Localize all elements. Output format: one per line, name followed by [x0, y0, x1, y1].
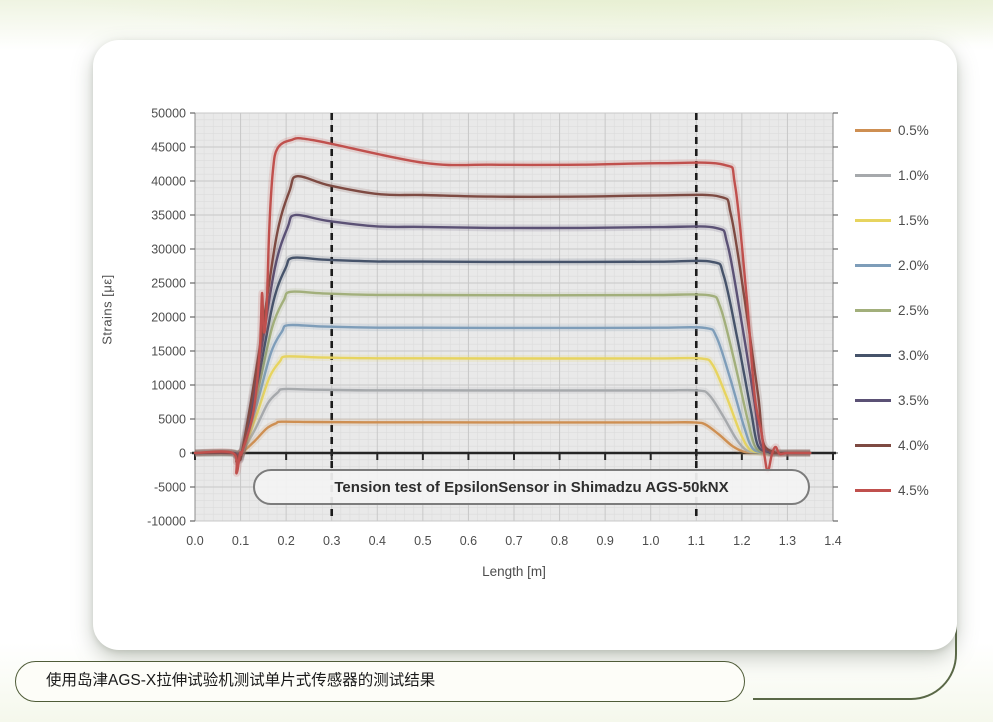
x-tick-label: 0.7: [505, 534, 522, 548]
y-tick-label: 15000: [151, 345, 186, 359]
legend-line-swatch: [855, 489, 891, 492]
x-tick-label: 0.3: [323, 534, 340, 548]
legend-line-swatch: [855, 264, 891, 267]
y-tick-label: 10000: [151, 379, 186, 393]
legend-line-swatch: [855, 444, 891, 447]
legend-line-swatch: [855, 174, 891, 177]
legend-label: 3.0%: [898, 348, 929, 363]
legend-label: 2.5%: [898, 303, 929, 318]
legend-label: 1.5%: [898, 213, 929, 228]
legend-item-1.0%: 1.0%: [855, 153, 955, 198]
y-tick-label: 50000: [151, 107, 186, 121]
y-axis-title: Strains [με]: [99, 274, 115, 345]
y-tick-label: -5000: [154, 481, 186, 495]
legend-item-1.5%: 1.5%: [855, 198, 955, 243]
legend-line-swatch: [855, 354, 891, 357]
y-tick-label: -10000: [147, 515, 186, 529]
legend-label: 4.0%: [898, 438, 929, 453]
legend-item-3.5%: 3.5%: [855, 378, 955, 423]
x-tick-label: 1.2: [733, 534, 750, 548]
y-tick-label: 45000: [151, 141, 186, 155]
legend-line-swatch: [855, 219, 891, 222]
y-tick-label: 25000: [151, 277, 186, 291]
legend-label: 3.5%: [898, 393, 929, 408]
x-tick-label: 0.6: [460, 534, 477, 548]
y-tick-label: 20000: [151, 311, 186, 325]
legend-label: 4.5%: [898, 483, 929, 498]
x-tick-label: 1.3: [779, 534, 796, 548]
x-tick-label: 0.0: [186, 534, 203, 548]
legend-line-swatch: [855, 309, 891, 312]
y-tick-label: 5000: [158, 413, 186, 427]
x-tick-label: 0.4: [369, 534, 386, 548]
chart-title-box: Tension test of EpsilonSensor in Shimadz…: [253, 469, 810, 505]
legend-label: 1.0%: [898, 168, 929, 183]
chart-card: 50000 45000 40000 35000 30000 25000 20000 15000…: [93, 40, 957, 650]
y-tick-label: 40000: [151, 175, 186, 189]
caption-pill: 使用岛津AGS-X拉伸试验机测试单片式传感器的测试结果: [15, 661, 745, 702]
x-tick-label: 0.1: [232, 534, 249, 548]
legend-line-swatch: [855, 399, 891, 402]
caption-text: 使用岛津AGS-X拉伸试验机测试单片式传感器的测试结果: [46, 672, 436, 689]
x-tick-label: 1.0: [642, 534, 659, 548]
x-tick-label: 1.4: [824, 534, 841, 548]
x-tick-label: 0.9: [596, 534, 613, 548]
y-tick-label: 30000: [151, 243, 186, 257]
legend-item-0.5%: 0.5%: [855, 108, 955, 153]
y-tick-label: 0: [179, 447, 186, 461]
chart-legend: 0.5% 1.0% 1.5% 2.0% 2.5% 3.0% 3.5% 4.0% 4.5%: [855, 108, 955, 513]
legend-item-2.5%: 2.5%: [855, 288, 955, 333]
legend-item-2.0%: 2.0%: [855, 243, 955, 288]
legend-line-swatch: [855, 129, 891, 132]
x-tick-label: 1.1: [688, 534, 705, 548]
strain-chart: 5000045000400003500030000250002000015000…: [147, 107, 842, 549]
legend-item-4.5%: 4.5%: [855, 468, 955, 513]
legend-item-4.0%: 4.0%: [855, 423, 955, 468]
x-axis-title: Length [m]: [482, 564, 546, 579]
x-tick-label: 0.5: [414, 534, 431, 548]
legend-item-3.0%: 3.0%: [855, 333, 955, 378]
y-tick-label: 35000: [151, 209, 186, 223]
legend-label: 2.0%: [898, 258, 929, 273]
x-tick-label: 0.8: [551, 534, 568, 548]
legend-label: 0.5%: [898, 123, 929, 138]
x-tick-label: 0.2: [277, 534, 294, 548]
